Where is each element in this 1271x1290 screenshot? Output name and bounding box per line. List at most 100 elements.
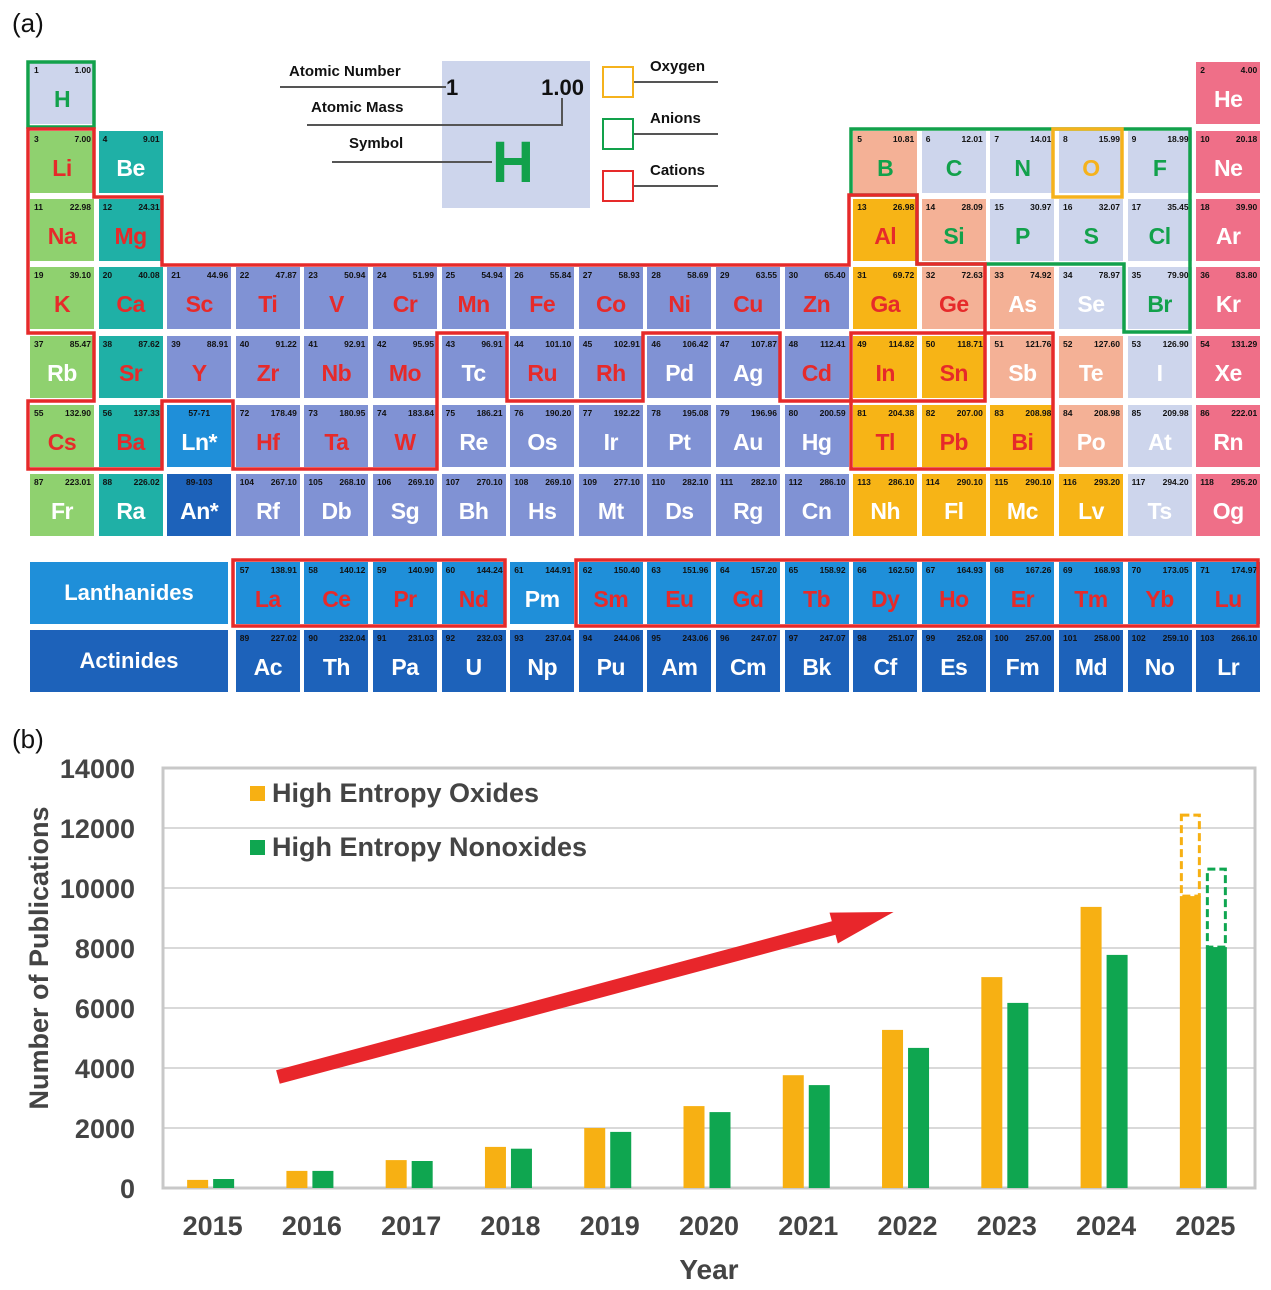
atomic-number: 40	[239, 339, 250, 349]
atomic-number: 20	[102, 270, 113, 280]
element-cell-ca: 20 40.08 Ca	[98, 267, 163, 329]
element-symbol: Kr	[1215, 291, 1241, 317]
element-cell-mn: 25 54.94 Mn	[441, 267, 506, 329]
element-symbol: C	[945, 155, 963, 181]
atomic-number: 41	[308, 339, 318, 349]
element-cell-ts: 117 294.20 Ts	[1127, 474, 1192, 536]
bar-nonoxides-2017	[411, 1161, 433, 1188]
y-tick-label: 10000	[60, 874, 135, 904]
atomic-number: 52	[1063, 339, 1073, 349]
element-symbol: As	[1008, 291, 1037, 317]
element-cell-br: 35 79.90 Br	[1127, 267, 1192, 329]
atomic-mass: 12.01	[961, 134, 983, 144]
element-symbol: B	[877, 155, 894, 181]
element-cell-be: 4 9.01 Be	[98, 131, 163, 193]
atomic-number: 42	[377, 339, 387, 349]
atomic-mass: 186.21	[476, 408, 503, 418]
element-cell-au: 79 196.96 Au	[716, 405, 780, 467]
plot-area-border	[161, 766, 1257, 1190]
atomic-mass: 259.10	[1162, 633, 1189, 643]
bar-oxides-2018	[484, 1146, 506, 1188]
atomic-number: 28	[651, 270, 661, 280]
element-symbol: Xe	[1214, 360, 1243, 386]
atomic-number-label: Atomic Number	[289, 63, 401, 80]
element-symbol: Tm	[1074, 586, 1108, 612]
atomic-number: 58	[308, 565, 318, 575]
atomic-mass: 290.10	[956, 477, 983, 487]
element-symbol: Ce	[322, 586, 351, 612]
element-cell-po: 84 208.98 Po	[1059, 405, 1123, 467]
element-symbol: Pt	[668, 429, 691, 455]
bar-oxides-2021	[782, 1075, 804, 1188]
element-cell-am: 95 243.06 Am	[647, 630, 712, 692]
element-symbol: Al	[874, 223, 897, 249]
element-symbol: Ru	[527, 360, 558, 386]
atomic-number: 9	[1131, 134, 1137, 144]
atomic-number: 79	[720, 408, 730, 418]
legend-swatch-oxides	[250, 786, 265, 801]
atomic-number: 74	[377, 408, 387, 418]
atomic-mass: 88.91	[206, 339, 229, 349]
atomic-mass: 268.10	[339, 477, 366, 487]
atomic-number: 83	[994, 408, 1004, 418]
projected-bar-oxides-2025	[1179, 813, 1201, 898]
atomic-mass: 69.72	[892, 270, 915, 280]
element-symbol: Hg	[801, 429, 832, 455]
element-cell-cd: 48 112.41 Cd	[784, 336, 849, 398]
atomic-number: 33	[994, 270, 1004, 280]
atomic-mass: 55.84	[549, 270, 572, 280]
panel-a-label: (a)	[12, 8, 44, 38]
atomic-mass: 32.07	[1098, 202, 1120, 212]
element-symbol: Sr	[118, 360, 143, 386]
element-symbol: Lu	[1214, 586, 1243, 612]
legend-box-oxygen	[602, 66, 634, 98]
atomic-number: 71	[1200, 565, 1210, 575]
atomic-number: 82	[925, 408, 936, 418]
element-cell-s: 16 32.07 S	[1059, 199, 1123, 261]
atomic-mass: 106.42	[682, 339, 709, 349]
element-symbol: Ln*	[181, 429, 217, 455]
element-symbol: Ra	[116, 498, 145, 524]
element-symbol: Th	[322, 654, 351, 680]
element-symbol: Nb	[321, 360, 352, 386]
element-cell-gd: 64 157.20 Gd	[716, 562, 780, 624]
atomic-number: 104	[239, 477, 254, 487]
element-symbol: Rb	[47, 360, 77, 386]
atomic-number: 90	[308, 633, 318, 643]
atomic-mass: 258.00	[1094, 633, 1120, 643]
atomic-mass: 294.20	[1162, 477, 1189, 487]
atomic-mass: 150.40	[613, 565, 640, 575]
atomic-mass: 79.90	[1167, 270, 1189, 280]
element-symbol: Hs	[527, 498, 557, 524]
atomic-number: 54	[1200, 339, 1210, 349]
legend-box-anions	[602, 118, 634, 150]
element-cell-pb: 82 207.00 Pb	[921, 405, 986, 467]
atomic-mass: 7.00	[74, 134, 91, 144]
atomic-number: 55	[34, 408, 44, 418]
atomic-number: 31	[857, 270, 867, 280]
element-cell-hf: 72 178.49 Hf	[235, 405, 300, 467]
element-cell-dy: 66 162.50 Dy	[853, 562, 918, 624]
bar-oxides-2024	[1080, 906, 1102, 1188]
atomic-number: 72	[239, 408, 250, 418]
element-cell-si: 14 28.09 Si	[921, 199, 986, 261]
atomic-mass: 138.91	[270, 565, 297, 575]
element-cell-sr: 38 87.62 Sr	[98, 336, 163, 398]
bar-nonoxides-2021	[808, 1085, 830, 1188]
element-cell-as: 33 74.92 As	[990, 267, 1055, 329]
element-cell-li: 3 7.00 Li	[30, 131, 94, 193]
element-symbol: Na	[47, 223, 77, 249]
atomic-mass: 204.38	[888, 408, 915, 418]
element-symbol: Rn	[1213, 429, 1244, 455]
atomic-mass: 227.02	[270, 633, 297, 643]
element-symbol: Br	[1147, 291, 1172, 317]
atomic-mass: 195.08	[682, 408, 709, 418]
y-tick-label: 4000	[75, 1054, 135, 1084]
legend-label-anions: Anions	[650, 110, 701, 127]
element-symbol: Si	[943, 223, 965, 249]
atomic-mass: 277.10	[613, 477, 640, 487]
element-symbol: Ga	[870, 291, 901, 317]
element-symbol: Ni	[668, 291, 691, 317]
atomic-mass: 101.10	[545, 339, 572, 349]
element-symbol: V	[328, 291, 344, 317]
